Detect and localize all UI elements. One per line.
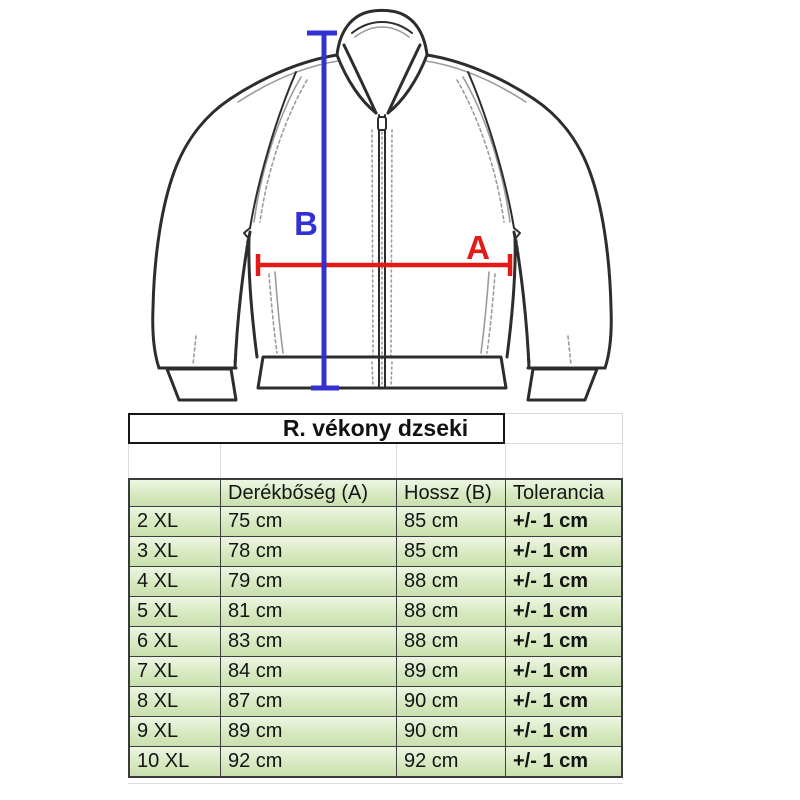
zipper (378, 114, 386, 388)
tolerance-cell: +/- 1 cm (506, 747, 621, 776)
table-row: 3 XL 78 cm 85 cm +/- 1 cm (130, 537, 621, 567)
spacer-cell (397, 444, 506, 478)
measure-b-line (307, 30, 339, 391)
jacket-seam-lines (192, 26, 572, 387)
table-title-border (128, 413, 505, 444)
table-title: R. vékony dzseki (282, 415, 469, 441)
size-cell: 3 XL (130, 537, 221, 567)
length-cell: 85 cm (397, 537, 506, 567)
size-cell: 2 XL (130, 507, 221, 537)
jacket-outline (151, 8, 613, 402)
table-bottom-gridline (128, 783, 623, 784)
table-row: 7 XL 84 cm 89 cm +/- 1 cm (130, 657, 621, 687)
column-header-length: Hossz (B) (397, 480, 506, 507)
waist-cell: 89 cm (221, 717, 397, 747)
table-grid: Derékbőség (A) Hossz (B) Tolerancia 2 XL… (128, 478, 623, 778)
body-right-edge (505, 237, 517, 359)
waist-cell: 81 cm (221, 597, 397, 627)
tolerance-cell: +/- 1 cm (506, 597, 621, 627)
table-row: 2 XL 75 cm 85 cm +/- 1 cm (130, 507, 621, 537)
column-header-size (130, 480, 221, 507)
tolerance-cell: +/- 1 cm (506, 567, 621, 597)
cuff-left (165, 367, 238, 402)
spacer-cell (506, 444, 622, 478)
waist-cell: 75 cm (221, 507, 397, 537)
jacket-diagram: A B (151, 8, 613, 402)
zipper-pull (377, 116, 387, 131)
size-cell: 10 XL (130, 747, 221, 776)
size-cell: 4 XL (130, 567, 221, 597)
tolerance-cell: +/- 1 cm (506, 717, 621, 747)
shoulder-left (228, 53, 339, 101)
tolerance-cell: +/- 1 cm (506, 687, 621, 717)
sleeve-left (151, 97, 232, 370)
column-header-tolerance: Tolerancia (506, 480, 621, 507)
size-cell: 8 XL (130, 687, 221, 717)
table-row: 4 XL 79 cm 88 cm +/- 1 cm (130, 567, 621, 597)
sleeve-right (532, 97, 613, 370)
waist-cell: 79 cm (221, 567, 397, 597)
waist-cell: 92 cm (221, 747, 397, 776)
size-table: R. vékony dzseki Derékbőség (A) Hossz (B… (128, 413, 623, 784)
length-cell: 88 cm (397, 597, 506, 627)
table-row: 8 XL 87 cm 90 cm +/- 1 cm (130, 687, 621, 717)
tolerance-cell: +/- 1 cm (506, 507, 621, 537)
length-cell: 88 cm (397, 567, 506, 597)
table-row: 9 XL 89 cm 90 cm +/- 1 cm (130, 717, 621, 747)
spacer-cell (221, 444, 397, 478)
table-row: 5 XL 81 cm 88 cm +/- 1 cm (130, 597, 621, 627)
size-cell: 6 XL (130, 627, 221, 657)
measure-a-line (255, 254, 513, 276)
table-title-side-cell (505, 413, 623, 444)
spacer-cell (129, 444, 221, 478)
length-cell: 89 cm (397, 657, 506, 687)
waist-cell: 83 cm (221, 627, 397, 657)
length-cell: 90 cm (397, 717, 506, 747)
table-header-row: Derékbőség (A) Hossz (B) Tolerancia (130, 480, 621, 507)
tolerance-cell: +/- 1 cm (506, 537, 621, 567)
hem-band (256, 355, 508, 390)
measure-a-label: A (466, 229, 490, 266)
size-cell: 5 XL (130, 597, 221, 627)
waist-cell: 87 cm (221, 687, 397, 717)
length-cell: 85 cm (397, 507, 506, 537)
length-cell: 92 cm (397, 747, 506, 776)
size-cell: 9 XL (130, 717, 221, 747)
body-left-edge (247, 237, 259, 359)
table-spacer-row (128, 444, 623, 478)
tolerance-cell: +/- 1 cm (506, 657, 621, 687)
table-row: 10 XL 92 cm 92 cm +/- 1 cm (130, 747, 621, 776)
size-cell: 7 XL (130, 657, 221, 687)
collar-outline (335, 8, 429, 57)
waist-cell: 84 cm (221, 657, 397, 687)
shoulder-right (425, 53, 536, 101)
waist-cell: 78 cm (221, 537, 397, 567)
table-row: 6 XL 83 cm 88 cm +/- 1 cm (130, 627, 621, 657)
length-cell: 90 cm (397, 687, 506, 717)
column-header-waist: Derékbőség (A) (221, 480, 397, 507)
table-title-row: R. vékony dzseki (128, 413, 623, 444)
tolerance-cell: +/- 1 cm (506, 627, 621, 657)
measure-b-label: B (294, 205, 318, 242)
length-cell: 88 cm (397, 627, 506, 657)
cuff-right (526, 367, 599, 402)
